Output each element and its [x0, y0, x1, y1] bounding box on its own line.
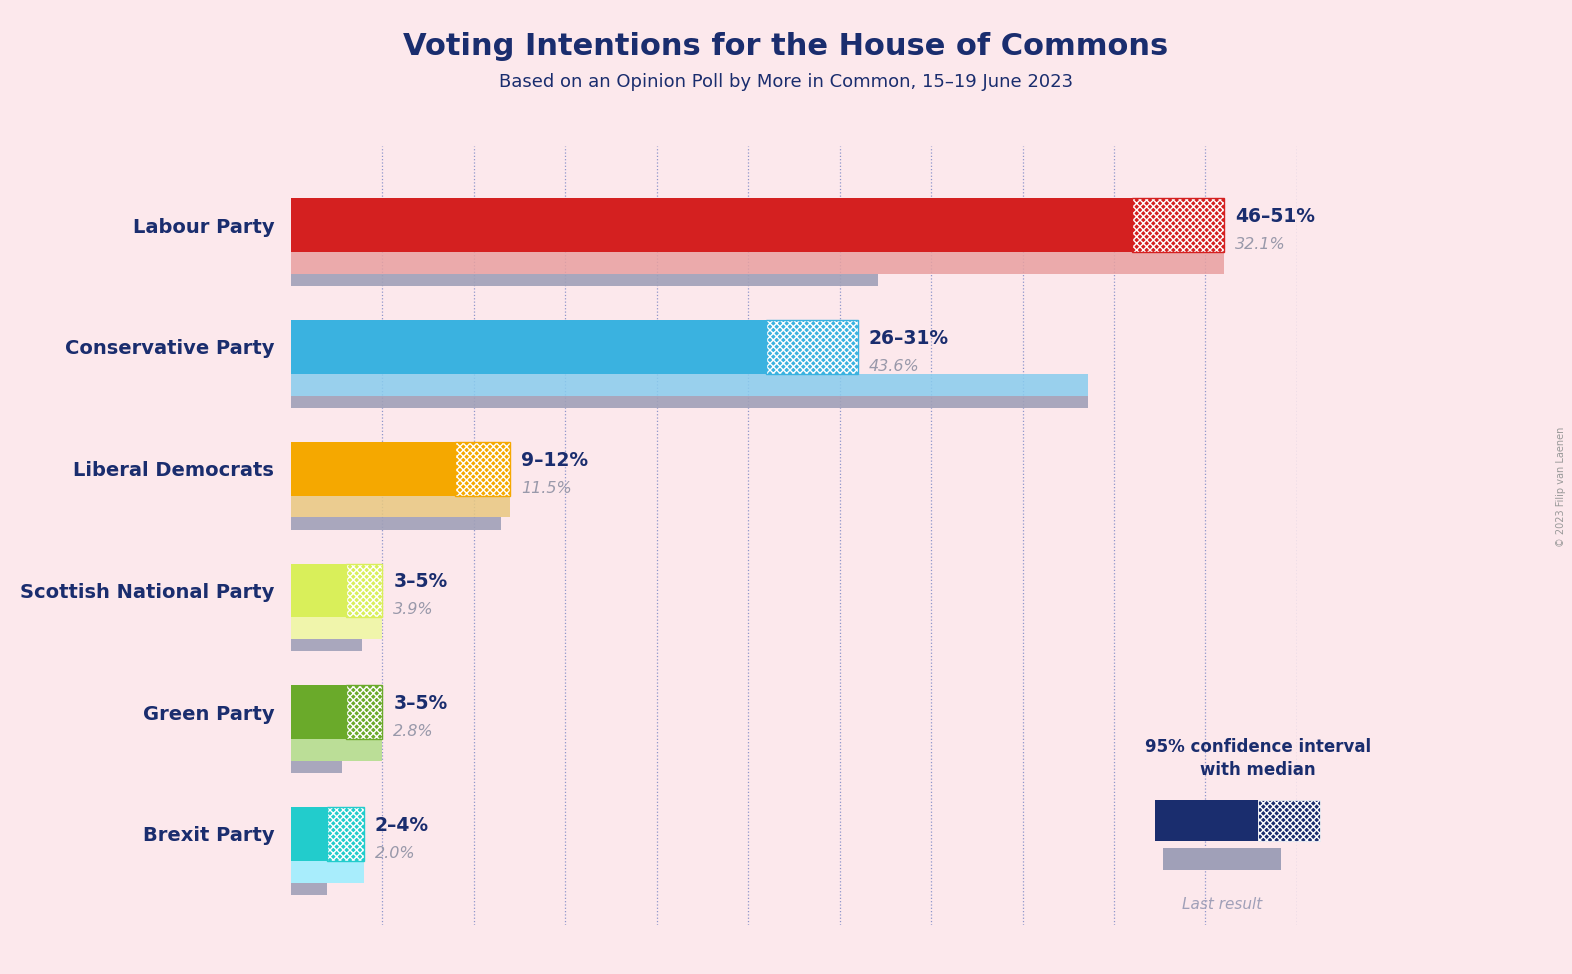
Text: 3–5%: 3–5%	[393, 573, 448, 591]
Bar	[346, 564, 382, 618]
Bar	[291, 395, 1088, 408]
Bar	[291, 618, 382, 639]
Bar	[291, 199, 1132, 252]
Bar	[346, 686, 382, 739]
Bar	[291, 639, 362, 652]
Bar	[1132, 199, 1223, 252]
Bar	[291, 882, 327, 895]
Text: 95% confidence interval
with median: 95% confidence interval with median	[1144, 737, 1371, 779]
Bar	[346, 564, 382, 618]
Text: 2–4%: 2–4%	[376, 816, 429, 835]
Text: 9–12%: 9–12%	[522, 451, 588, 469]
Text: Voting Intentions for the House of Commons: Voting Intentions for the House of Commo…	[404, 32, 1168, 61]
Text: 43.6%: 43.6%	[869, 359, 920, 374]
Bar	[291, 442, 456, 496]
Bar	[291, 564, 346, 618]
Bar	[291, 274, 879, 286]
Bar	[346, 686, 382, 739]
Bar	[767, 320, 858, 374]
Bar	[327, 807, 365, 861]
Text: 46–51%: 46–51%	[1234, 207, 1314, 226]
Text: 32.1%: 32.1%	[1234, 238, 1286, 252]
Bar	[291, 739, 382, 761]
Text: 2.0%: 2.0%	[376, 846, 415, 861]
Bar	[291, 807, 327, 861]
Bar	[291, 861, 365, 882]
Bar	[291, 320, 767, 374]
Bar	[291, 517, 501, 530]
Text: Last result: Last result	[1182, 897, 1262, 912]
Bar	[327, 807, 365, 861]
Text: 2.8%: 2.8%	[393, 725, 434, 739]
Bar	[291, 374, 1088, 395]
Bar	[291, 686, 346, 739]
Text: 3–5%: 3–5%	[393, 694, 448, 713]
Bar	[767, 320, 858, 374]
Text: 3.9%: 3.9%	[393, 603, 434, 618]
Text: 11.5%: 11.5%	[522, 481, 572, 496]
Bar	[291, 496, 511, 517]
Text: Based on an Opinion Poll by More in Common, 15–19 June 2023: Based on an Opinion Poll by More in Comm…	[498, 73, 1074, 91]
Bar	[456, 442, 511, 496]
Bar	[291, 761, 343, 773]
Bar	[1132, 199, 1223, 252]
Text: 26–31%: 26–31%	[869, 329, 949, 348]
Bar	[291, 252, 1223, 274]
Bar	[456, 442, 511, 496]
Text: © 2023 Filip van Laenen: © 2023 Filip van Laenen	[1556, 427, 1566, 547]
